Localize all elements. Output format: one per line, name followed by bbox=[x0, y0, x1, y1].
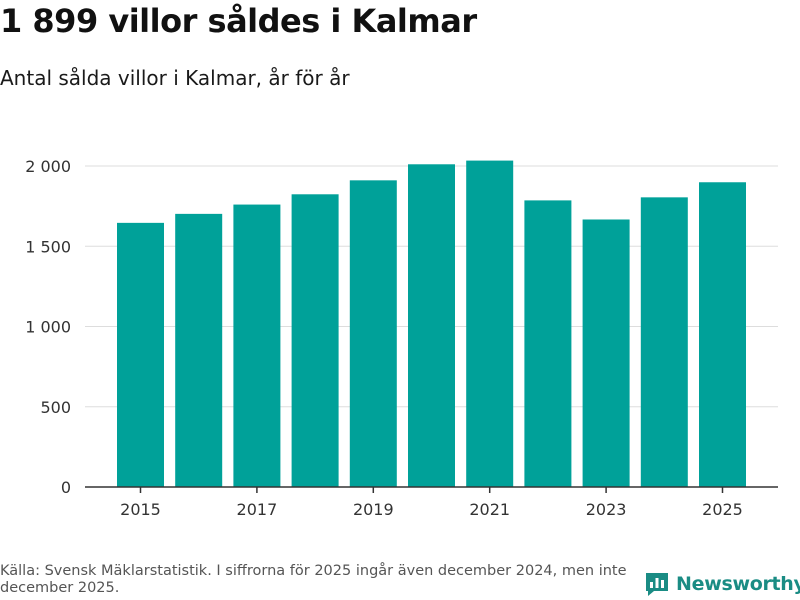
y-tick-label: 500 bbox=[40, 398, 71, 417]
chart-subtitle: Antal sålda villor i Kalmar, år för år bbox=[0, 66, 350, 90]
bar-2020 bbox=[408, 164, 455, 487]
bar-chart: 0 500 1 000 1 500 2 000 2015 2017 2019 2021 2023 2… bbox=[25, 157, 778, 519]
x-tick-label: 2019 bbox=[353, 500, 394, 519]
bar-chart-logo-icon bbox=[646, 573, 668, 596]
bar-2019 bbox=[349, 180, 397, 487]
bar-2024 bbox=[640, 197, 688, 488]
y-tick-label: 1 000 bbox=[25, 318, 71, 337]
axes: 0 500 1 000 1 500 2 000 2015 2017 2019 2021 2023 2… bbox=[25, 157, 778, 519]
y-tick-label: 2 000 bbox=[25, 157, 71, 176]
newsworthy-logo: Newsworthy bbox=[644, 568, 800, 600]
bar-2022 bbox=[524, 200, 572, 487]
x-tick-label: 2017 bbox=[237, 500, 278, 519]
brand-name: Newsworthy bbox=[676, 573, 800, 595]
x-tick-label: 2015 bbox=[120, 500, 161, 519]
y-tick-label: 0 bbox=[61, 478, 71, 497]
x-tick-label: 2021 bbox=[469, 500, 510, 519]
bar-2018 bbox=[291, 194, 339, 487]
x-tick-label: 2023 bbox=[586, 500, 627, 519]
chart-title: 1 899 villor såldes i Kalmar bbox=[0, 2, 477, 40]
source-note: Källa: Svensk Mäklarstatistik. I siffror… bbox=[0, 563, 627, 596]
bar-2023 bbox=[582, 219, 630, 487]
bar-2025 bbox=[699, 182, 746, 487]
bars bbox=[117, 160, 746, 488]
bar-2021 bbox=[466, 160, 514, 487]
bar-2017 bbox=[233, 204, 281, 488]
x-tick-label: 2025 bbox=[702, 500, 743, 519]
bar-2016 bbox=[175, 213, 223, 488]
y-tick-label: 1 500 bbox=[25, 237, 71, 256]
bar-2015 bbox=[117, 222, 164, 487]
